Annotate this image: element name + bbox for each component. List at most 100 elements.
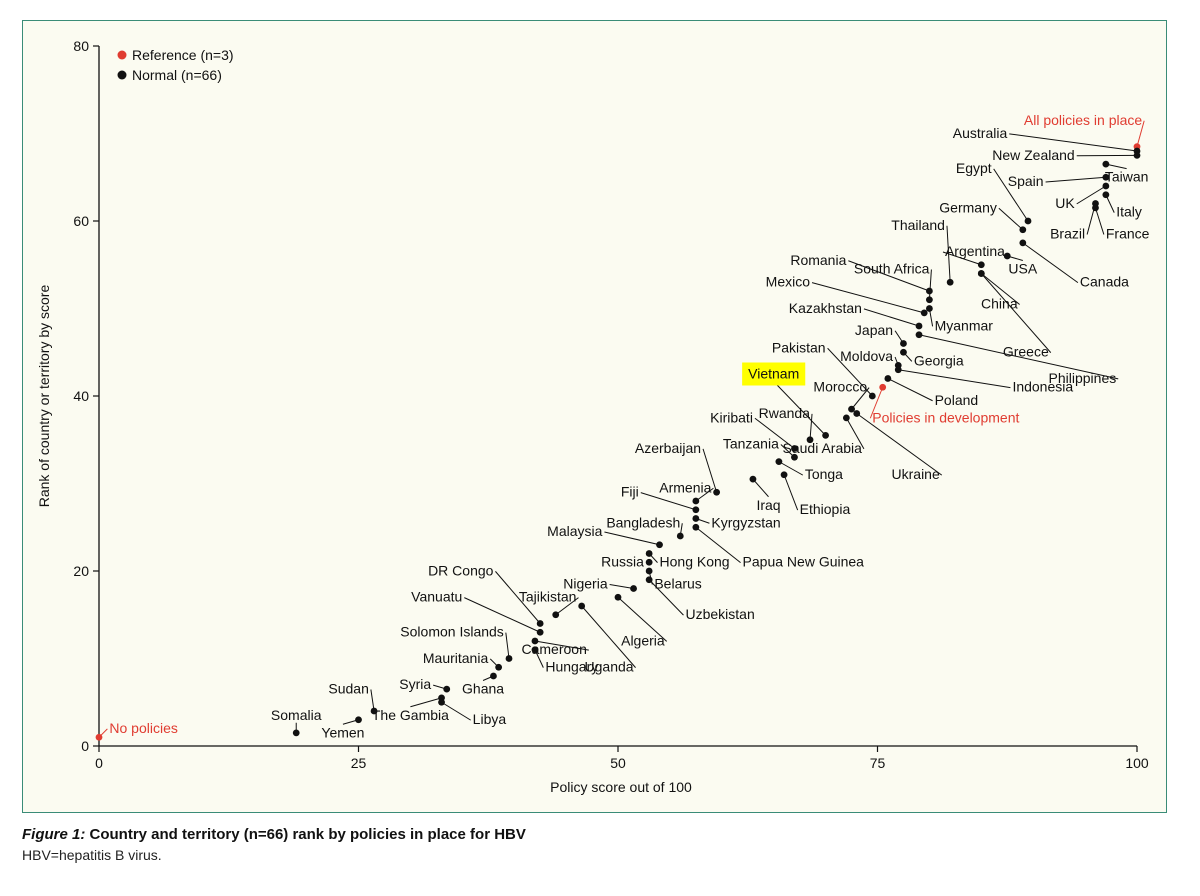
leader-line-kazakhstan	[863, 308, 920, 327]
data-point-libya	[438, 698, 445, 706]
y-tick-label: 20	[73, 563, 89, 579]
point-label-new-zealand: New Zealand	[992, 147, 1075, 163]
point-label-kiribati: Kiribati	[710, 409, 753, 425]
data-point-syria	[443, 685, 451, 693]
point-label-uk: UK	[1055, 195, 1075, 211]
point-label-vanuatu: Vanuatu	[411, 589, 462, 605]
leader-line-azerbaijan	[702, 448, 718, 493]
leader-line-iraq	[752, 478, 769, 498]
leader-line-vanuatu	[464, 597, 541, 633]
leader-line-vietnam	[773, 381, 826, 436]
data-point-belarus	[645, 567, 653, 575]
data-point-somalia	[292, 729, 300, 737]
point-label-somalia: Somalia	[271, 707, 322, 723]
data-point-kazakhstan	[915, 322, 923, 330]
legend-marker	[117, 50, 127, 60]
point-label-cameroon: Cameroon	[521, 641, 586, 657]
point-label-taiwan: Taiwan	[1105, 169, 1149, 185]
figure-panel: Policy score out of 100 Rank of country …	[22, 20, 1167, 813]
point-label-kazakhstan: Kazakhstan	[789, 300, 862, 316]
point-label-libya: Libya	[473, 711, 507, 727]
point-label-saudi-arabia: Saudi Arabia	[783, 440, 863, 456]
axes: Policy score out of 100 Rank of country …	[36, 46, 1137, 795]
data-point-ethiopia	[780, 471, 788, 479]
data-point-tajikistan	[552, 611, 560, 619]
leader-line-armenia	[695, 487, 714, 502]
data-point-iraq	[749, 475, 757, 483]
point-label-kyrgyzstan: Kyrgyzstan	[711, 514, 780, 530]
leader-line-canada	[1022, 242, 1079, 284]
data-point-no-policies	[95, 733, 103, 741]
data-point-papua-new-guinea	[692, 523, 700, 531]
leader-line-romania	[848, 260, 930, 292]
point-label-poland: Poland	[935, 392, 979, 408]
y-tick-label: 40	[73, 388, 89, 404]
data-point-tanzania	[791, 453, 798, 461]
point-label-yemen: Yemen	[321, 724, 364, 740]
leader-line-dr-congo	[495, 571, 541, 624]
leader-line-france	[1095, 207, 1105, 235]
leader-line-taiwan	[1105, 163, 1127, 170]
leader-line-libya	[441, 701, 471, 721]
figure-note: HBV=hepatitis B virus.	[22, 847, 162, 863]
leader-line-spain	[1045, 176, 1106, 183]
point-label-philippines: Philippines	[1049, 370, 1117, 386]
point-label-belarus: Belarus	[654, 576, 701, 592]
data-point-taiwan	[1102, 160, 1110, 168]
point-label-indonesia: Indonesia	[1012, 379, 1073, 395]
leader-line-tonga	[778, 461, 804, 476]
leader-line-australia	[1009, 133, 1138, 152]
point-label-policies-in-development: Policies in development	[872, 409, 1019, 425]
leader-line-uk	[1076, 185, 1107, 205]
data-point-new-zealand	[1133, 151, 1141, 159]
leader-line-greece	[980, 273, 1052, 353]
point-label-rwanda: Rwanda	[759, 405, 811, 421]
data-point-fiji	[692, 506, 700, 514]
point-label-ghana: Ghana	[462, 681, 504, 697]
data-point-armenia	[692, 497, 700, 505]
data-point-saudi-arabia	[842, 414, 850, 422]
point-label-all-policies-in-place: All policies in place	[1024, 112, 1142, 128]
leader-line-south-africa	[928, 269, 932, 300]
point-label-tajikistan: Tajikistan	[519, 589, 577, 605]
point-label-brazil: Brazil	[1050, 226, 1085, 242]
data-point-malaysia	[656, 541, 663, 549]
leader-line-policies-in-development	[869, 387, 884, 419]
point-label-no-policies: No policies	[109, 720, 177, 736]
leader-line-malaysia	[604, 531, 660, 546]
leader-line-mexico	[811, 282, 925, 314]
point-label-vietnam: Vietnam	[748, 366, 799, 382]
data-point-russia	[645, 558, 653, 566]
point-label-greece: Greece	[1003, 344, 1049, 360]
data-point-uzbekistan	[645, 576, 653, 584]
figure-title: Country and territory (n=66) rank by pol…	[89, 826, 526, 843]
x-tick-label: 75	[870, 755, 886, 771]
data-point-kyrgyzstan	[692, 515, 700, 522]
data-point-thailand	[946, 278, 954, 286]
data-point-japan	[900, 340, 907, 347]
x-tick-label: 25	[351, 755, 367, 771]
leader-line-all-policies-in-place	[1136, 120, 1145, 147]
leader-line-kiribati	[754, 417, 795, 449]
point-label-dr-congo: DR Congo	[428, 562, 494, 578]
data-point-nigeria	[630, 585, 637, 592]
leader-line-algeria	[617, 596, 668, 642]
leader-line-pakistan	[827, 347, 873, 397]
point-label-papua-new-guinea: Papua New Guinea	[743, 554, 865, 570]
point-label-uzbekistan: Uzbekistan	[685, 606, 754, 622]
data-point-kiribati	[791, 445, 798, 452]
data-point-mauritania	[495, 663, 503, 671]
point-label-mexico: Mexico	[766, 274, 811, 290]
data-point-tonga	[775, 458, 783, 466]
y-tick-label: 80	[73, 38, 89, 54]
highlight-box	[742, 362, 806, 386]
leader-line-uganda	[581, 605, 636, 668]
point-label-south-africa: South Africa	[854, 261, 930, 277]
leader-line-germany	[998, 207, 1024, 231]
data-point-vietnam	[822, 431, 829, 439]
legend: Reference (n=3) Normal (n=66)	[117, 47, 234, 83]
data-point-sudan	[370, 707, 378, 715]
point-label-moldova: Moldova	[840, 348, 893, 364]
data-point-uk	[1102, 182, 1110, 190]
point-label-ukraine: Ukraine	[892, 466, 940, 482]
